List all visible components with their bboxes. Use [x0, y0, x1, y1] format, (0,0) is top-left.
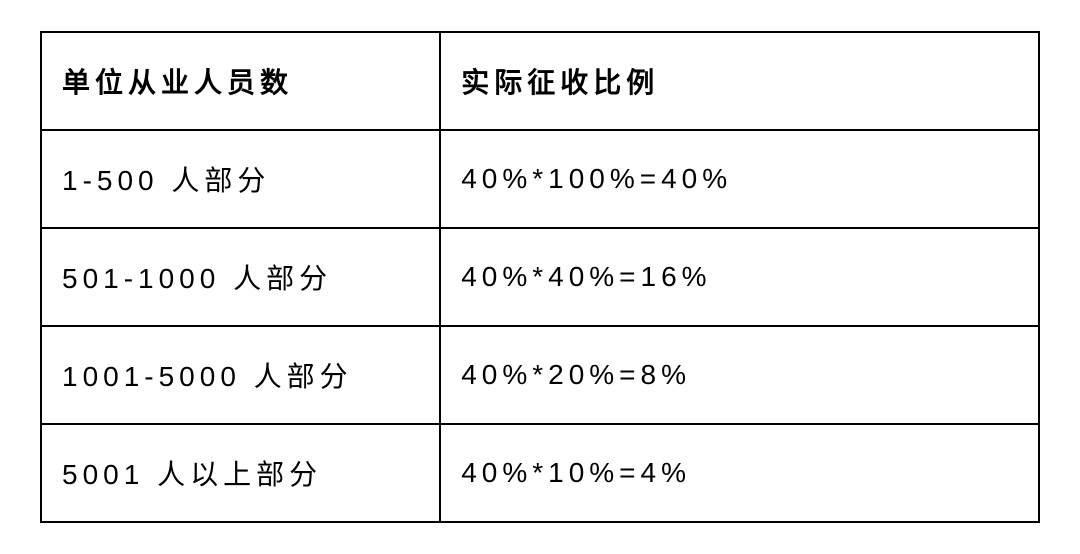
table-row: 1-500 人部分 40%*100%=40%: [41, 130, 1039, 228]
cell-rate: 40%*10%=4%: [440, 424, 1039, 522]
table-header-row: 单位从业人员数 实际征收比例: [41, 32, 1039, 130]
cell-range: 5001 人以上部分: [41, 424, 440, 522]
rate-table: 单位从业人员数 实际征收比例 1-500 人部分 40%*100%=40% 50…: [40, 31, 1040, 523]
table-row: 501-1000 人部分 40%*40%=16%: [41, 228, 1039, 326]
cell-rate: 40%*20%=8%: [440, 326, 1039, 424]
table-row: 1001-5000 人部分 40%*20%=8%: [41, 326, 1039, 424]
cell-range: 1-500 人部分: [41, 130, 440, 228]
col-header-rate: 实际征收比例: [440, 32, 1039, 130]
cell-range: 501-1000 人部分: [41, 228, 440, 326]
cell-rate: 40%*40%=16%: [440, 228, 1039, 326]
table-row: 5001 人以上部分 40%*10%=4%: [41, 424, 1039, 522]
cell-rate: 40%*100%=40%: [440, 130, 1039, 228]
col-header-employees: 单位从业人员数: [41, 32, 440, 130]
rate-table-container: 单位从业人员数 实际征收比例 1-500 人部分 40%*100%=40% 50…: [40, 31, 1040, 523]
cell-range: 1001-5000 人部分: [41, 326, 440, 424]
